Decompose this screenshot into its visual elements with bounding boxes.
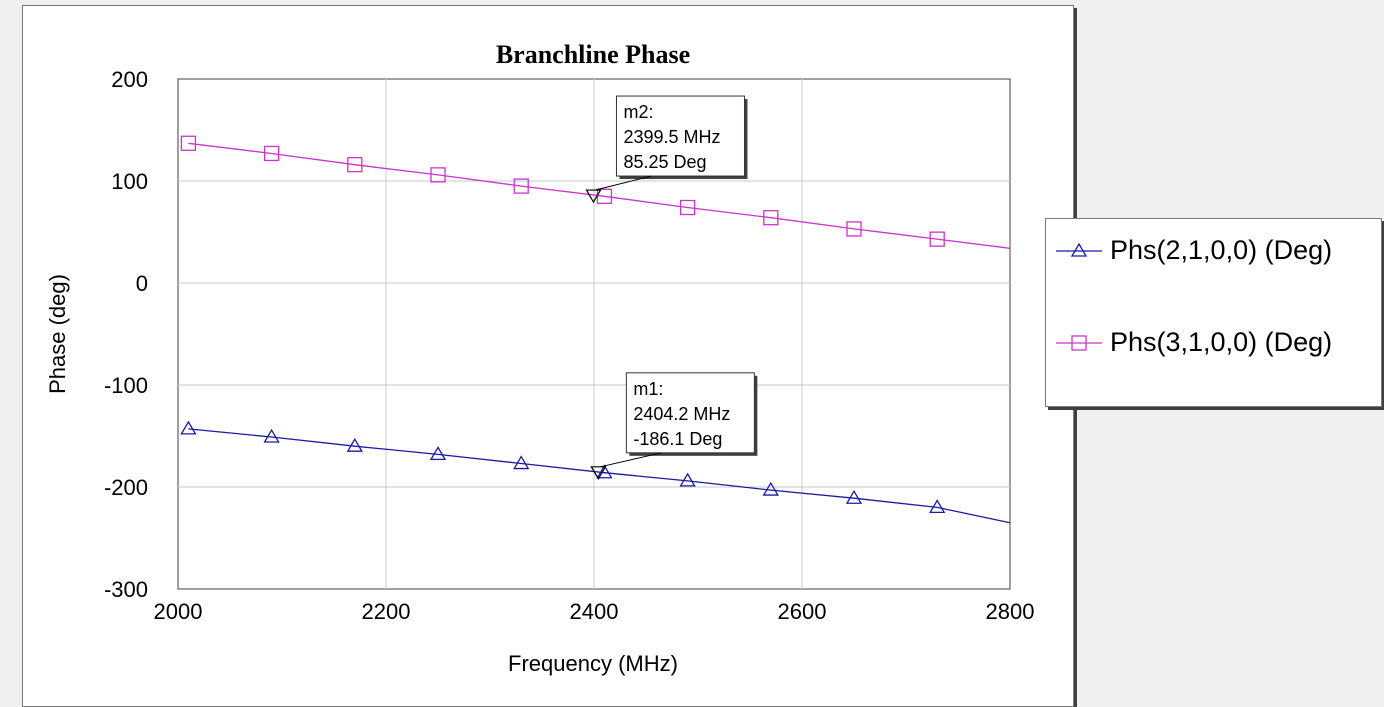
marker-box <box>625 372 755 454</box>
data-point-square <box>430 167 446 183</box>
y-tick-label: 0 <box>136 271 148 296</box>
data-point-square <box>763 210 779 226</box>
legend-entry-series-2: Phs(3,1,0,0) (Deg) <box>1054 323 1379 363</box>
chart-title: Branchline Phase <box>496 40 690 69</box>
y-tick-label: 100 <box>111 169 148 194</box>
x-tick-labels: 2000 2200 2400 2600 2800 <box>154 599 1035 624</box>
marker-leader <box>600 452 662 468</box>
marker-label: 2404.2 MHz <box>633 404 730 424</box>
marker-m2: m2: 2399.5 MHz 85.25 Deg <box>585 95 748 204</box>
data-point-triangle <box>180 420 197 435</box>
marker-layer: m2: 2399.5 MHz 85.25 Deg m1: 2404.2 MHz -186.… <box>585 95 758 481</box>
chart-svg: Branchline Phase 2000 2200 2400 2600 2800 20… <box>45 40 1035 676</box>
y-tick-label: -100 <box>104 373 148 398</box>
x-tick-label: 2000 <box>154 599 203 624</box>
marker-label: 2399.5 MHz <box>623 127 720 147</box>
series-layer <box>180 135 1011 524</box>
data-point-triangle <box>596 464 613 479</box>
x-axis-label: Frequency (MHz) <box>508 651 678 676</box>
data-point-triangle <box>762 481 779 496</box>
legend-entry-series-1: Phs(2,1,0,0) (Deg) <box>1054 231 1379 271</box>
data-point-triangle <box>263 428 280 443</box>
legend-label-series-1: Phs(2,1,0,0) (Deg) <box>1110 235 1333 265</box>
data-point-square <box>513 178 529 194</box>
square-marker-icon <box>1056 335 1102 351</box>
series-line <box>188 428 1011 524</box>
y-tick-label: -200 <box>104 475 148 500</box>
marker-box <box>615 95 745 177</box>
series-1 <box>180 420 1011 524</box>
grid-layer <box>178 79 1010 589</box>
chart-panel: Branchline Phase 2000 2200 2400 2600 2800 20… <box>22 5 1074 707</box>
y-tick-labels: 200 100 0 -100 -200 -300 <box>104 67 148 602</box>
y-axis-label: Phase (deg) <box>45 274 70 394</box>
marker-triangle <box>585 189 602 204</box>
marker-label: m2: <box>623 102 653 122</box>
marker-label: -186.1 Deg <box>633 429 722 449</box>
data-point-square <box>180 135 197 151</box>
marker-leader <box>595 175 652 191</box>
marker-label: 85.25 Deg <box>623 152 706 172</box>
data-point-square <box>263 145 280 162</box>
marker-triangle <box>590 466 607 481</box>
marker-m1: m1: 2404.2 MHz -186.1 Deg <box>590 372 758 481</box>
x-tick-label: 2400 <box>570 599 619 624</box>
data-point-square <box>929 231 945 247</box>
data-point-triangle <box>513 455 530 470</box>
data-point-triangle <box>845 489 863 504</box>
data-point-square <box>846 221 862 237</box>
x-tick-label: 2800 <box>986 599 1035 624</box>
data-point-triangle <box>346 437 363 452</box>
x-tick-label: 2200 <box>362 599 411 624</box>
series-line <box>188 142 1011 249</box>
triangle-marker-icon <box>1056 242 1102 257</box>
marker-label: m1: <box>633 379 663 399</box>
data-point-triangle <box>679 472 696 487</box>
y-tick-label: 200 <box>111 67 148 92</box>
legend: Phs(2,1,0,0) (Deg) Phs(3,1,0,0) (Deg) <box>1045 218 1382 407</box>
data-point-square <box>347 157 363 173</box>
legend-label-series-2: Phs(3,1,0,0) (Deg) <box>1110 327 1333 357</box>
x-tick-label: 2600 <box>778 599 827 624</box>
data-point-triangle <box>429 446 447 461</box>
data-point-triangle <box>929 499 946 514</box>
data-point-square <box>679 199 696 216</box>
y-tick-label: -300 <box>104 577 148 602</box>
